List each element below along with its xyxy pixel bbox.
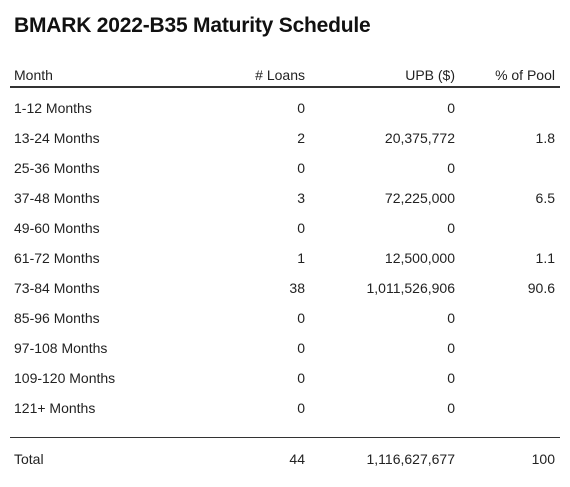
upb-cell: 0: [447, 400, 455, 416]
pct-cell: 90.6: [527, 280, 555, 296]
table-row: 85-96 Months 0 0: [10, 303, 560, 333]
upb-cell: 0: [447, 220, 455, 236]
loans-cell: 0: [297, 340, 305, 356]
month-cell: 109-120 Months: [14, 370, 116, 386]
table-row: 13-24 Months 2 20,375,772 1.8: [10, 123, 560, 153]
table-body: 1-12 Months 0 0 13-24 Months 2 20,375,77…: [10, 88, 560, 423]
upb-cell: 20,375,772: [384, 130, 455, 146]
total-divider: [10, 437, 560, 438]
loans-cell: 0: [297, 310, 305, 326]
loans-cell: 1: [297, 250, 305, 266]
total-loans: 44: [289, 451, 305, 467]
loans-cell: 0: [297, 100, 305, 116]
month-cell: 37-48 Months: [14, 190, 100, 206]
month-cell: 13-24 Months: [14, 130, 100, 146]
loans-cell: 0: [297, 160, 305, 176]
table-row: 97-108 Months 0 0: [10, 333, 560, 363]
loans-cell: 38: [289, 280, 305, 296]
pct-cell: 6.5: [535, 190, 555, 206]
month-cell: 25-36 Months: [14, 160, 100, 176]
loans-cell: 3: [297, 190, 305, 206]
column-header-upb: UPB ($): [405, 67, 455, 83]
upb-cell: 0: [447, 100, 455, 116]
month-cell: 97-108 Months: [14, 340, 108, 356]
upb-cell: 0: [447, 160, 455, 176]
loans-cell: 0: [297, 370, 305, 386]
column-header-month: Month: [14, 67, 53, 83]
month-cell: 121+ Months: [14, 400, 96, 416]
upb-cell: 0: [447, 370, 455, 386]
month-cell: 61-72 Months: [14, 250, 100, 266]
table-row: 49-60 Months 0 0: [10, 213, 560, 243]
total-upb: 1,116,627,677: [366, 451, 456, 467]
upb-cell: 0: [447, 310, 455, 326]
loans-cell: 0: [297, 220, 305, 236]
month-cell: 73-84 Months: [14, 280, 100, 296]
table-row: 109-120 Months 0 0: [10, 363, 560, 393]
table-row: 73-84 Months 38 1,011,526,906 90.6: [10, 273, 560, 303]
column-header-loans: # Loans: [255, 67, 305, 83]
loans-cell: 0: [297, 400, 305, 416]
pct-cell: 1.1: [535, 250, 555, 266]
upb-cell: 12,500,000: [384, 250, 455, 266]
table-row: 61-72 Months 1 12,500,000 1.1: [10, 243, 560, 273]
month-cell: 49-60 Months: [14, 220, 100, 236]
loans-cell: 2: [297, 130, 305, 146]
table-row: 37-48 Months 3 72,225,000 6.5: [10, 183, 560, 213]
month-cell: 85-96 Months: [14, 310, 100, 326]
table-row: 25-36 Months 0 0: [10, 153, 560, 183]
table-spacer: [10, 423, 560, 437]
column-header-pct: % of Pool: [495, 67, 555, 83]
page-title: BMARK 2022-B35 Maturity Schedule: [14, 14, 371, 37]
upb-cell: 72,225,000: [384, 190, 455, 206]
total-row: Total 44 1,116,627,677 100: [10, 438, 560, 480]
table-row: 121+ Months 0 0: [10, 393, 560, 423]
upb-cell: 0: [447, 340, 455, 356]
table-header: Month # Loans UPB ($) % of Pool: [10, 60, 560, 88]
total-pct: 100: [531, 451, 555, 467]
maturity-schedule-table: Month # Loans UPB ($) % of Pool 1-12 Mon…: [10, 60, 560, 480]
month-cell: 1-12 Months: [14, 100, 92, 116]
pct-cell: 1.8: [535, 130, 555, 146]
upb-cell: 1,011,526,906: [366, 280, 456, 296]
table-row: 1-12 Months 0 0: [10, 93, 560, 123]
total-label: Total: [14, 451, 44, 467]
